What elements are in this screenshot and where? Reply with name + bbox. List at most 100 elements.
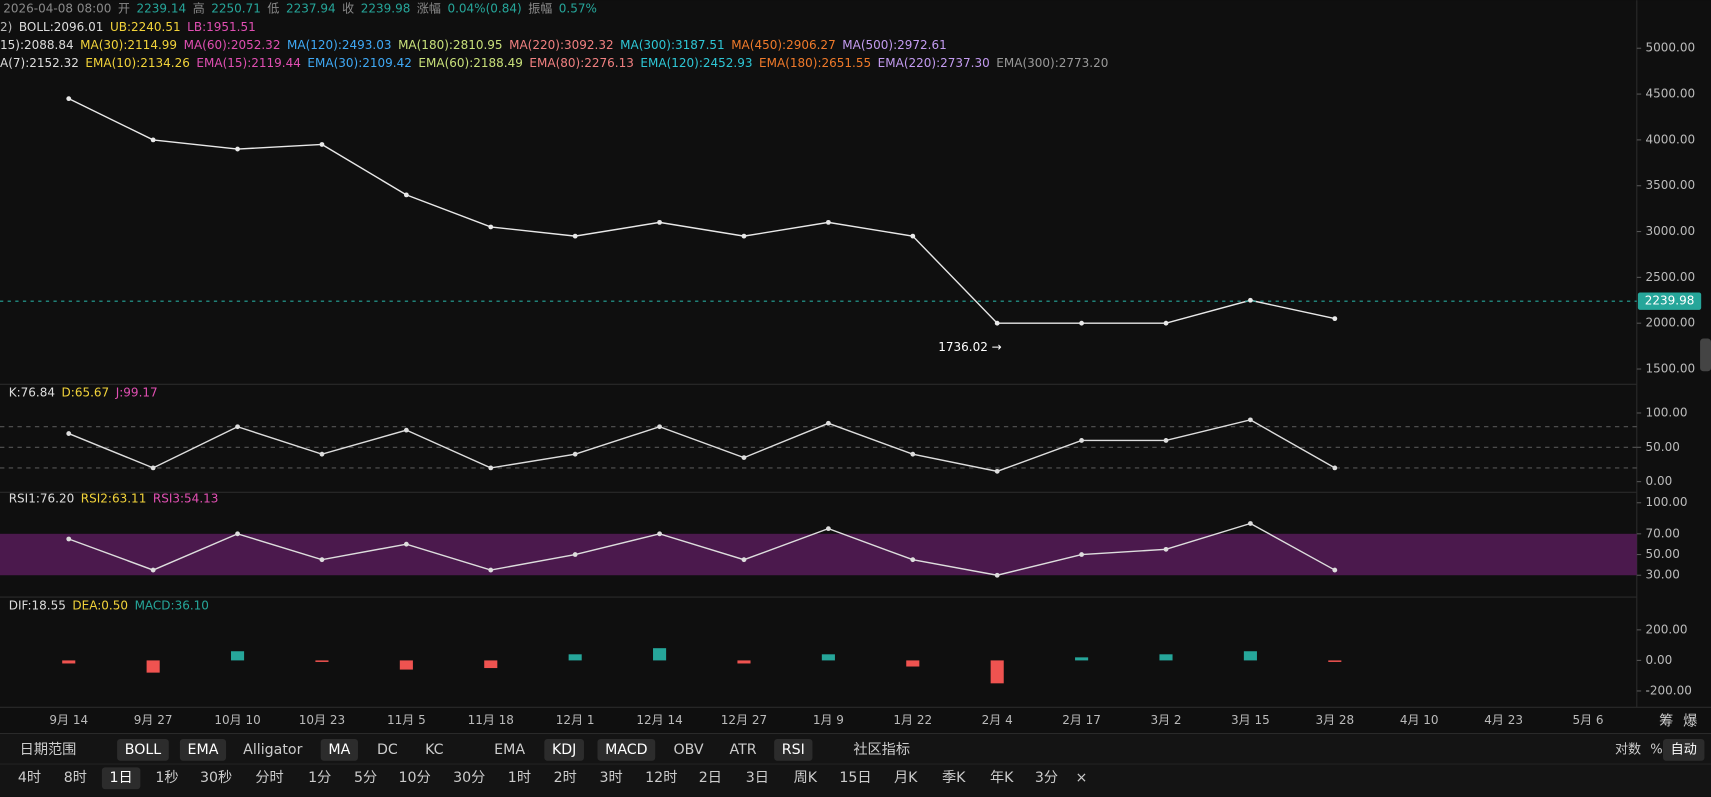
legend-text: 高: [193, 0, 205, 15]
x-tick-label: 1月 22: [893, 713, 932, 727]
legend-text: 2237.94: [286, 1, 336, 15]
toolbar-button[interactable]: 10分: [399, 770, 431, 786]
legend-text: EMA(80):2276.13: [529, 56, 633, 70]
legend-text: 15):2088.84: [0, 38, 74, 52]
macd-bar: [484, 660, 498, 669]
x-tick-label: 2月 17: [1062, 713, 1101, 727]
point: [572, 451, 578, 457]
toolbar-button[interactable]: EMA: [188, 742, 219, 758]
toolbar-button[interactable]: 月K: [894, 770, 918, 786]
point: [994, 320, 1000, 326]
toolbar-button[interactable]: MACD: [605, 742, 648, 758]
toolbar-button[interactable]: 5分: [354, 770, 377, 786]
toolbar-button[interactable]: RSI: [782, 742, 805, 758]
toolbar-button[interactable]: 15日: [839, 770, 871, 786]
y-tick-label: 4000.00: [1646, 132, 1696, 146]
point: [910, 451, 916, 457]
button-bg[interactable]: [1662, 738, 1705, 761]
point: [235, 146, 240, 152]
toolbar-button[interactable]: 2日: [699, 770, 722, 786]
toolbar-button[interactable]: 30分: [453, 770, 485, 786]
legend-text: 2239.14: [137, 1, 187, 15]
toolbar-button[interactable]: EMA: [494, 742, 525, 758]
toolbar-button[interactable]: 周K: [794, 770, 818, 786]
y-tick-label: 3000.00: [1646, 224, 1696, 238]
point: [319, 142, 325, 147]
point: [1332, 465, 1338, 471]
x-tick-label: 12月 14: [636, 713, 682, 727]
toolbar-button[interactable]: 4时: [18, 770, 41, 786]
y-tick-label: 70.00: [1646, 526, 1680, 540]
x-tick-label: 3月 2: [1150, 713, 1181, 727]
legend-text: UB:2240.51: [110, 20, 181, 34]
toolbar-button[interactable]: 3时: [599, 770, 622, 786]
button-bg[interactable]: [774, 738, 813, 761]
x-tick-label: 9月 14: [49, 713, 88, 727]
toolbar-button[interactable]: 年K: [990, 770, 1014, 786]
toolbar-button[interactable]: 对数: [1615, 741, 1641, 757]
toolbar-button[interactable]: 2时: [554, 770, 577, 786]
y-tick-label: 0.00: [1646, 653, 1673, 667]
toolbar-button[interactable]: ×: [1075, 770, 1087, 786]
point: [403, 541, 409, 547]
point: [741, 557, 747, 563]
legend-text: 2250.71: [211, 1, 261, 15]
macd-bar: [1075, 657, 1089, 661]
point: [403, 192, 409, 198]
toolbar-button[interactable]: 自动: [1671, 741, 1697, 757]
point: [657, 424, 662, 430]
toolbar-button[interactable]: DC: [377, 742, 398, 758]
legend-text: 2): [0, 20, 12, 34]
toolbar-button[interactable]: 3日: [746, 770, 769, 786]
toolbar-button[interactable]: KDJ: [552, 742, 576, 758]
legend-text: MA(180):2810.95: [398, 38, 503, 52]
toolbar-button[interactable]: Alligator: [243, 742, 302, 758]
toolbar-button[interactable]: 分时: [255, 770, 283, 786]
point: [1079, 320, 1084, 326]
toolbar-button[interactable]: 3分: [1035, 770, 1058, 786]
toolbar-button[interactable]: 1日: [110, 770, 133, 786]
x-tick-label: 3月 15: [1231, 713, 1270, 727]
legend-text: 低: [267, 1, 279, 15]
toolbar-button[interactable]: ATR: [730, 742, 757, 758]
toolbar-button[interactable]: %: [1650, 742, 1662, 757]
button-bg[interactable]: [117, 738, 169, 761]
toolbar-button[interactable]: MA: [328, 742, 350, 758]
point: [319, 451, 325, 457]
point: [488, 567, 494, 573]
toolbar-button[interactable]: 8时: [64, 770, 87, 786]
legend-text: RSI3:54.13: [153, 491, 219, 505]
legend-text: 0.57%: [559, 1, 597, 15]
toolbar-button[interactable]: 30秒: [200, 770, 232, 786]
toolbar-button[interactable]: OBV: [673, 742, 703, 758]
toolbar-button[interactable]: 日期范围: [20, 741, 77, 758]
legend-text: EMA(60):2188.49: [418, 56, 522, 70]
point: [1163, 438, 1169, 443]
toolbar-button[interactable]: 1分: [308, 770, 331, 786]
toolbar-button[interactable]: KC: [425, 742, 444, 758]
macd-bar: [315, 660, 329, 662]
y-tick-label: 100.00: [1646, 495, 1688, 509]
scroll-handle[interactable]: [1700, 338, 1711, 372]
toolbar-button[interactable]: 季K: [942, 770, 966, 786]
toolbar-button[interactable]: 社区指标: [853, 742, 910, 758]
button-bg[interactable]: [320, 738, 358, 761]
toolbar-button[interactable]: BOLL: [125, 742, 162, 758]
toolbar-button[interactable]: 1时: [508, 770, 531, 786]
point: [1163, 546, 1169, 552]
toolbar-button[interactable]: 1秒: [155, 770, 178, 786]
point: [572, 552, 578, 557]
corner-button[interactable]: 筹: [1659, 712, 1673, 729]
point: [403, 427, 409, 433]
legend-text: EMA(10):2134.26: [85, 56, 189, 70]
toolbar-button[interactable]: 12时: [645, 770, 677, 786]
button-bg[interactable]: [101, 767, 141, 790]
last-price-box: [1637, 292, 1702, 310]
button-bg[interactable]: [544, 738, 584, 761]
point: [825, 219, 831, 225]
corner-button[interactable]: 爆: [1683, 713, 1697, 729]
button-bg[interactable]: [597, 738, 656, 761]
button-bg[interactable]: [179, 738, 227, 761]
point: [66, 536, 72, 542]
